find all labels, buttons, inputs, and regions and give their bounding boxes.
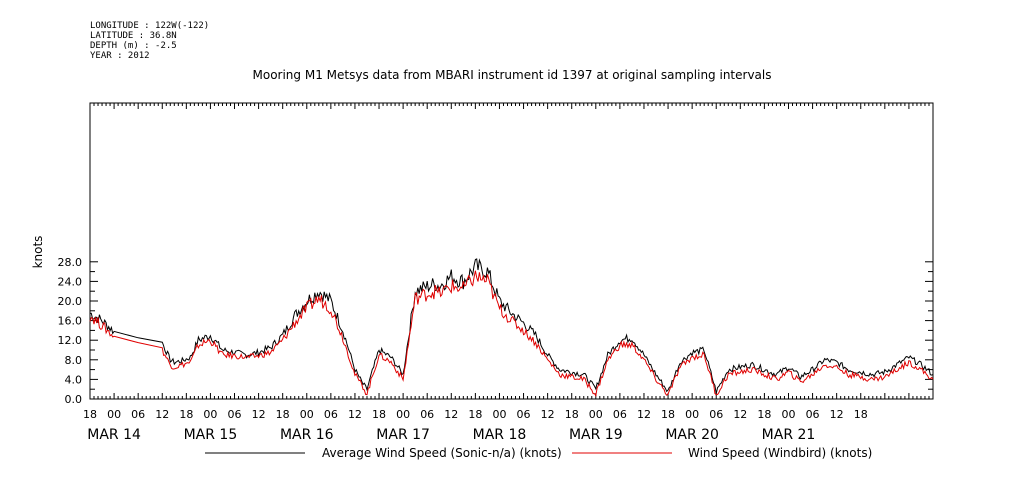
x-axis: 18 00 06 12 18 00 06 12 18 00 06 12 18 00 06 12 18 00 06 12… xyxy=(83,103,934,443)
chart-title: Mooring M1 Metsys data from MBARI instru… xyxy=(253,68,772,82)
x-tick-label: 00 xyxy=(203,408,217,421)
x-tick-label: 18 xyxy=(757,408,771,421)
x-tick-label: 18 xyxy=(854,408,868,421)
x-tick-label: 12 xyxy=(155,408,169,421)
y-tick-label: 28.0 xyxy=(58,256,83,269)
x-tick-label: 18 xyxy=(565,408,579,421)
x-day-label: MAR 20 xyxy=(665,427,719,443)
latitude-label: LATITUDE : 36.8N xyxy=(90,31,177,41)
x-tick-label: 00 xyxy=(107,408,121,421)
depth-label: DEPTH (m) : -2.5 xyxy=(90,41,177,51)
x-tick-label: 00 xyxy=(589,408,603,421)
longitude-label: LONGITUDE : 122W(-122) xyxy=(90,21,209,31)
y-tick-label: 4.0 xyxy=(65,373,83,386)
y-axis-title: knots xyxy=(31,236,45,269)
series-layer xyxy=(89,258,934,397)
x-tick-label: 06 xyxy=(324,408,338,421)
x-tick-label: 18 xyxy=(276,408,290,421)
series-line-average-wind xyxy=(89,258,934,394)
series-line-windbird xyxy=(89,270,934,397)
x-tick-label: 06 xyxy=(613,408,627,421)
x-tick-label: 00 xyxy=(300,408,314,421)
x-tick-label: 00 xyxy=(492,408,506,421)
x-tick-label: 12 xyxy=(541,408,555,421)
x-tick-label: 18 xyxy=(661,408,675,421)
y-tick-label: 8.0 xyxy=(65,354,83,367)
x-tick-label: 06 xyxy=(517,408,531,421)
x-tick-label: 12 xyxy=(733,408,747,421)
x-day-label: MAR 16 xyxy=(280,427,334,443)
x-day-label: MAR 17 xyxy=(376,427,430,443)
x-day-label: MAR 18 xyxy=(473,427,527,443)
x-day-label: MAR 21 xyxy=(762,427,816,443)
y-tick-label: 12.0 xyxy=(58,334,83,347)
x-tick-label: 06 xyxy=(131,408,145,421)
x-day-label: MAR 19 xyxy=(569,427,623,443)
x-tick-label: 12 xyxy=(444,408,458,421)
legend-label-windbird: Wind Speed (Windbird) (knots) xyxy=(688,446,872,460)
y-tick-label: 20.0 xyxy=(58,295,83,308)
x-tick-label: 18 xyxy=(179,408,193,421)
x-day-label: MAR 15 xyxy=(184,427,238,443)
x-tick-label: 00 xyxy=(396,408,410,421)
x-tick-label: 12 xyxy=(830,408,844,421)
legend: Average Wind Speed (Sonic-n/a) (knots) W… xyxy=(205,446,872,460)
x-tick-label: 00 xyxy=(781,408,795,421)
metadata-block: LONGITUDE : 122W(-122) LATITUDE : 36.8N … xyxy=(90,21,209,61)
x-tick-label: 12 xyxy=(637,408,651,421)
x-tick-label: 12 xyxy=(252,408,266,421)
plot-frame xyxy=(89,102,934,400)
x-tick-label: 06 xyxy=(709,408,723,421)
y-tick-label: 16.0 xyxy=(58,315,83,328)
x-tick-label: 06 xyxy=(806,408,820,421)
x-tick-label: 12 xyxy=(348,408,362,421)
y-tick-label: 24.0 xyxy=(58,275,83,288)
x-tick-label: 18 xyxy=(468,408,482,421)
x-day-label: MAR 14 xyxy=(87,427,141,443)
year-label: YEAR : 2012 xyxy=(90,51,150,61)
x-tick-label: 06 xyxy=(228,408,242,421)
y-axis: 0.0 4.0 8.0 12.0 16.0 20.0 24.0 28.0 xyxy=(58,256,933,406)
plot-border xyxy=(89,102,934,400)
x-tick-label: 06 xyxy=(420,408,434,421)
x-tick-label: 18 xyxy=(83,408,97,421)
x-tick-label: 18 xyxy=(372,408,386,421)
x-tick-label: 00 xyxy=(685,408,699,421)
legend-label-average-wind: Average Wind Speed (Sonic-n/a) (knots) xyxy=(322,446,562,460)
y-tick-label: 0.0 xyxy=(65,393,83,406)
